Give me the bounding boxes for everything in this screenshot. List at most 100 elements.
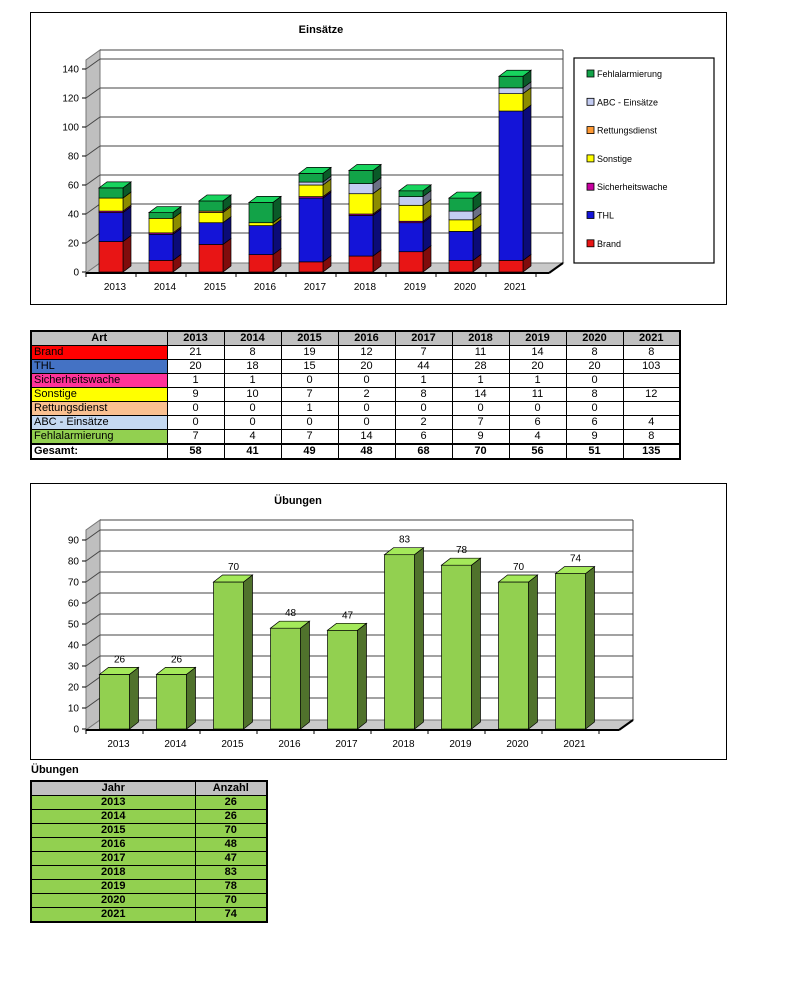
- value-cell[interactable]: 28: [451, 359, 510, 374]
- value-cell[interactable]: 11: [508, 387, 567, 402]
- value-cell[interactable]: 7: [166, 429, 225, 445]
- row-label[interactable]: Sonstige: [30, 387, 168, 402]
- year-cell[interactable]: 2021: [30, 907, 196, 923]
- column-header-year[interactable]: 2020: [565, 330, 624, 346]
- value-cell[interactable]: 8: [622, 429, 681, 445]
- total-cell[interactable]: 51: [565, 443, 624, 460]
- column-header[interactable]: Anzahl: [194, 780, 268, 796]
- value-cell[interactable]: 0: [166, 401, 225, 416]
- value-cell[interactable]: 7: [451, 415, 510, 430]
- value-cell[interactable]: 12: [622, 387, 681, 402]
- year-cell[interactable]: 2013: [30, 795, 196, 810]
- anzahl-cell[interactable]: 47: [194, 851, 268, 866]
- value-cell[interactable]: 1: [166, 373, 225, 388]
- total-cell[interactable]: 70: [451, 443, 510, 460]
- value-cell[interactable]: [622, 401, 681, 416]
- value-cell[interactable]: 18: [223, 359, 282, 374]
- value-cell[interactable]: 0: [565, 373, 624, 388]
- value-cell[interactable]: 20: [337, 359, 396, 374]
- value-cell[interactable]: 4: [223, 429, 282, 445]
- value-cell[interactable]: 8: [622, 345, 681, 360]
- value-cell[interactable]: 2: [394, 415, 453, 430]
- value-cell[interactable]: 15: [280, 359, 339, 374]
- value-cell[interactable]: 4: [622, 415, 681, 430]
- value-cell[interactable]: 20: [166, 359, 225, 374]
- value-cell[interactable]: 6: [508, 415, 567, 430]
- row-label[interactable]: Brand: [30, 345, 168, 360]
- anzahl-cell[interactable]: 48: [194, 837, 268, 852]
- value-cell[interactable]: 0: [508, 401, 567, 416]
- column-header[interactable]: Jahr: [30, 780, 196, 796]
- anzahl-cell[interactable]: 83: [194, 865, 268, 880]
- value-cell[interactable]: 14: [451, 387, 510, 402]
- anzahl-cell[interactable]: 70: [194, 823, 268, 838]
- row-label[interactable]: ABC - Einsätze: [30, 415, 168, 430]
- value-cell[interactable]: 8: [223, 345, 282, 360]
- value-cell[interactable]: 19: [280, 345, 339, 360]
- value-cell[interactable]: 10: [223, 387, 282, 402]
- year-cell[interactable]: 2018: [30, 865, 196, 880]
- column-header-year[interactable]: 2015: [280, 330, 339, 346]
- total-cell[interactable]: 68: [394, 443, 453, 460]
- value-cell[interactable]: 1: [223, 373, 282, 388]
- value-cell[interactable]: 9: [565, 429, 624, 445]
- column-header-year[interactable]: 2013: [166, 330, 225, 346]
- year-cell[interactable]: 2014: [30, 809, 196, 824]
- column-header-year[interactable]: 2019: [508, 330, 567, 346]
- value-cell[interactable]: 6: [565, 415, 624, 430]
- year-cell[interactable]: 2020: [30, 893, 196, 908]
- value-cell[interactable]: 1: [508, 373, 567, 388]
- total-cell[interactable]: 56: [508, 443, 567, 460]
- value-cell[interactable]: 14: [337, 429, 396, 445]
- value-cell[interactable]: 0: [394, 401, 453, 416]
- row-label[interactable]: Sicherheitswache: [30, 373, 168, 388]
- anzahl-cell[interactable]: 78: [194, 879, 268, 894]
- column-header-art[interactable]: Art: [30, 330, 168, 346]
- value-cell[interactable]: 0: [166, 415, 225, 430]
- value-cell[interactable]: 0: [337, 401, 396, 416]
- anzahl-cell[interactable]: 26: [194, 809, 268, 824]
- value-cell[interactable]: 0: [451, 401, 510, 416]
- row-label[interactable]: Rettungsdienst: [30, 401, 168, 416]
- value-cell[interactable]: 8: [565, 345, 624, 360]
- value-cell[interactable]: [622, 373, 681, 388]
- value-cell[interactable]: 7: [280, 387, 339, 402]
- value-cell[interactable]: 0: [223, 401, 282, 416]
- value-cell[interactable]: 1: [451, 373, 510, 388]
- anzahl-cell[interactable]: 74: [194, 907, 268, 923]
- value-cell[interactable]: 9: [166, 387, 225, 402]
- row-label[interactable]: Fehlalarmierung: [30, 429, 168, 445]
- year-cell[interactable]: 2015: [30, 823, 196, 838]
- value-cell[interactable]: 14: [508, 345, 567, 360]
- value-cell[interactable]: 1: [280, 401, 339, 416]
- column-header-year[interactable]: 2016: [337, 330, 396, 346]
- year-cell[interactable]: 2019: [30, 879, 196, 894]
- column-header-year[interactable]: 2021: [622, 330, 681, 346]
- total-cell[interactable]: 48: [337, 443, 396, 460]
- value-cell[interactable]: 2: [337, 387, 396, 402]
- anzahl-cell[interactable]: 26: [194, 795, 268, 810]
- value-cell[interactable]: 8: [565, 387, 624, 402]
- value-cell[interactable]: 0: [280, 373, 339, 388]
- value-cell[interactable]: 21: [166, 345, 225, 360]
- value-cell[interactable]: 0: [337, 415, 396, 430]
- value-cell[interactable]: 0: [223, 415, 282, 430]
- value-cell[interactable]: 0: [337, 373, 396, 388]
- value-cell[interactable]: 11: [451, 345, 510, 360]
- total-label[interactable]: Gesamt:: [30, 443, 168, 460]
- anzahl-cell[interactable]: 70: [194, 893, 268, 908]
- value-cell[interactable]: 7: [280, 429, 339, 445]
- value-cell[interactable]: 1: [394, 373, 453, 388]
- year-cell[interactable]: 2017: [30, 851, 196, 866]
- value-cell[interactable]: 103: [622, 359, 681, 374]
- value-cell[interactable]: 6: [394, 429, 453, 445]
- value-cell[interactable]: 20: [508, 359, 567, 374]
- total-cell[interactable]: 58: [166, 443, 225, 460]
- total-cell[interactable]: 49: [280, 443, 339, 460]
- value-cell[interactable]: 20: [565, 359, 624, 374]
- value-cell[interactable]: 0: [565, 401, 624, 416]
- column-header-year[interactable]: 2014: [223, 330, 282, 346]
- total-cell[interactable]: 135: [622, 443, 681, 460]
- row-label[interactable]: THL: [30, 359, 168, 374]
- value-cell[interactable]: 44: [394, 359, 453, 374]
